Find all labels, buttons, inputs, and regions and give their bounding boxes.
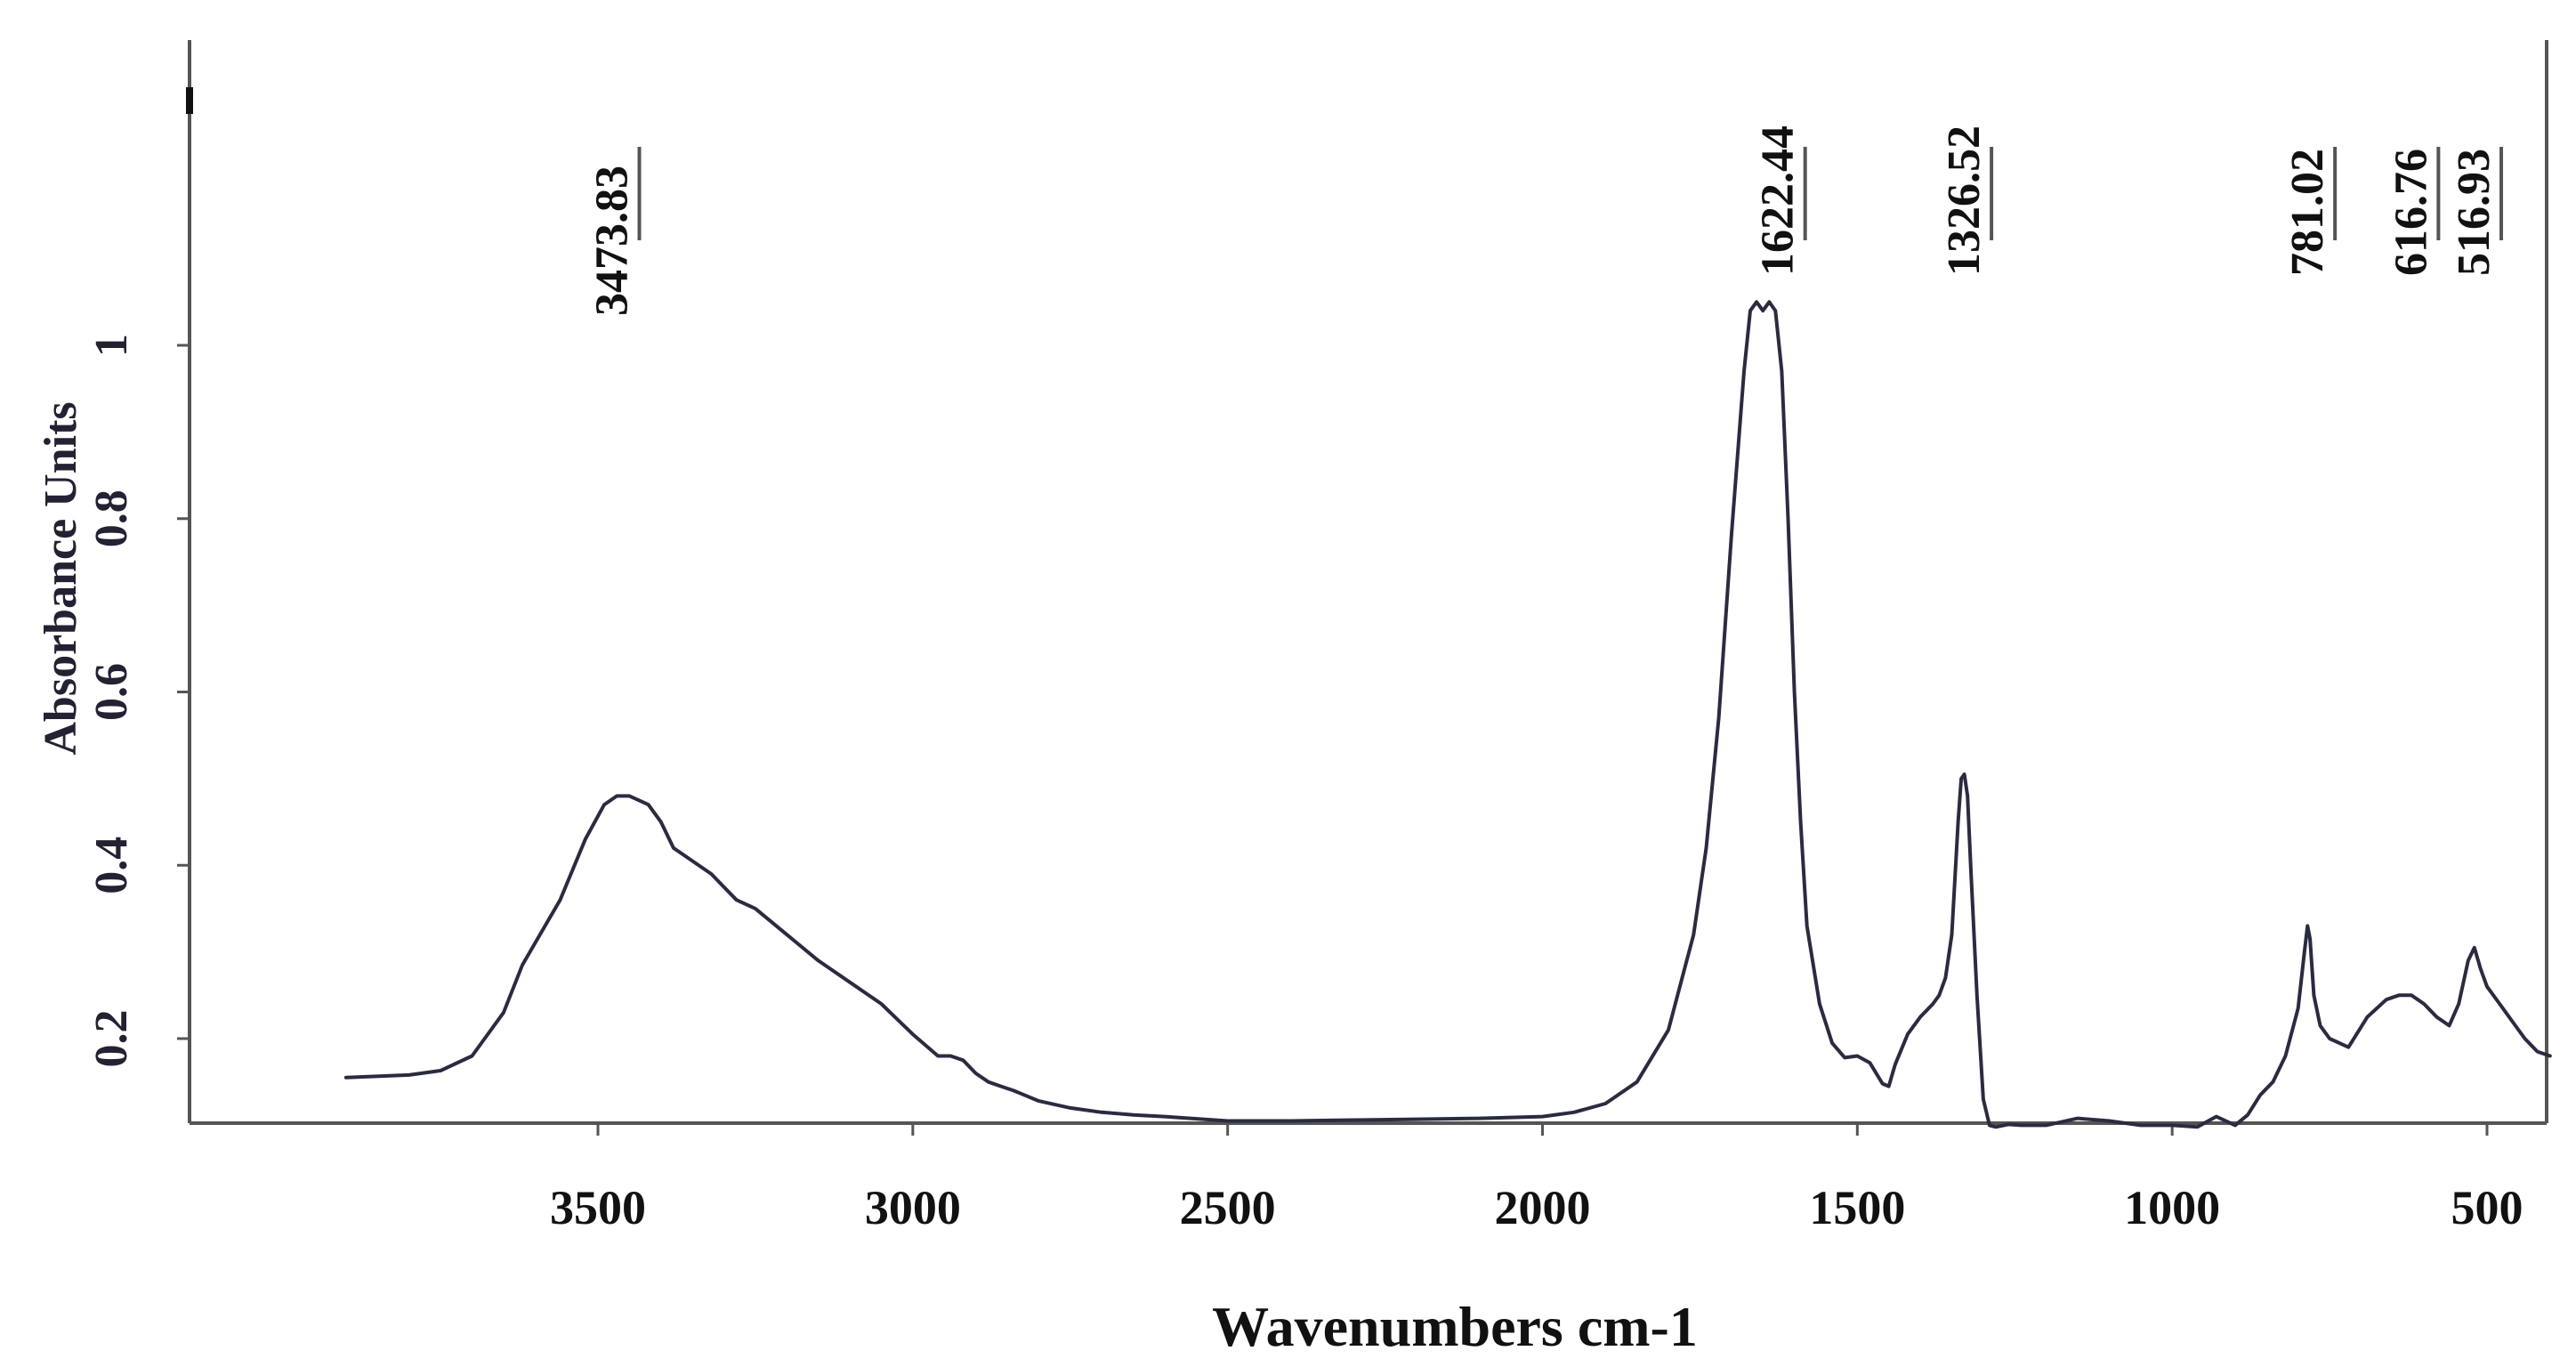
peak-label: 3473.83 xyxy=(587,166,638,316)
peak-annotation: 1622.44 xyxy=(1753,125,1807,276)
peak-annotation: 1326.52 xyxy=(1939,125,1994,276)
x-axis-title: Wavenumbers cm-1 xyxy=(1212,1295,1698,1358)
peak-label: 616.76 xyxy=(2386,149,2436,276)
peak-annotation: 3473.83 xyxy=(587,147,642,316)
x-tick-label: 2000 xyxy=(1495,1181,1591,1234)
y-axis-ticks: 0.2 0.4 0.6 0.8 1 xyxy=(86,334,190,1068)
peak-annotation: 781.02 xyxy=(2282,147,2338,276)
x-tick-label: 500 xyxy=(2451,1181,2524,1234)
series-layer xyxy=(343,300,2552,1129)
x-axis-ticks: 3500 3000 2500 2000 1500 1000 500 xyxy=(550,1123,2524,1234)
x-tick-label: 1000 xyxy=(2124,1181,2220,1234)
x-tick-label: 3500 xyxy=(550,1181,646,1234)
x-tick-label: 1500 xyxy=(1809,1181,1905,1234)
x-tick-label: 2500 xyxy=(1180,1181,1276,1234)
y-axis-title: Absorbance Units xyxy=(36,401,86,755)
series-line-0 xyxy=(343,300,2552,1129)
y-tick-label: 1 xyxy=(86,334,137,357)
x-tick-label: 3000 xyxy=(865,1181,961,1234)
peak-label: 516.93 xyxy=(2449,149,2499,276)
y-tick-label: 0.2 xyxy=(86,1010,137,1068)
y-tick-label: 0.4 xyxy=(86,837,137,894)
y-tick-label: 0.6 xyxy=(86,663,137,721)
peak-label: 1326.52 xyxy=(1939,125,1990,276)
peak-label: 781.02 xyxy=(2282,149,2333,276)
y-tick-label: 0.8 xyxy=(86,489,137,547)
peak-label: 1622.44 xyxy=(1753,125,1804,276)
peak-annotation: 516.93 xyxy=(2449,147,2504,276)
axis-corner-mark xyxy=(186,87,193,114)
peak-annotations: 3473.83 1622.44 1326.52 781.02 616.76 516.93 xyxy=(587,125,2504,316)
peak-annotation: 616.76 xyxy=(2386,147,2441,276)
